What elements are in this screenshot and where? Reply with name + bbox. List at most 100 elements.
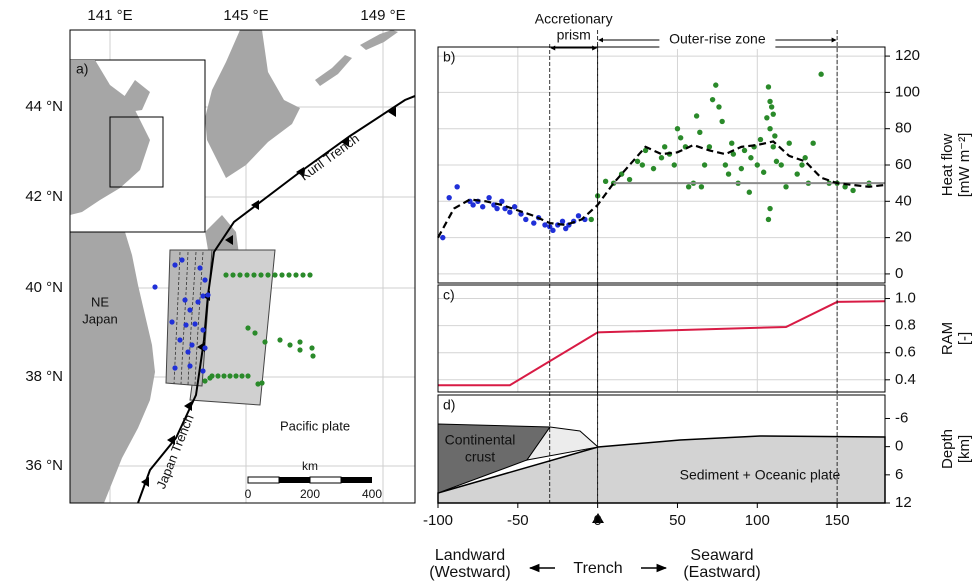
point xyxy=(729,141,734,146)
point xyxy=(850,188,855,193)
point xyxy=(662,144,667,149)
panel-label: a) xyxy=(76,61,88,77)
y-tick-label: 1.0 xyxy=(895,290,916,307)
point xyxy=(494,206,499,211)
point xyxy=(748,155,753,160)
point xyxy=(550,228,555,233)
point xyxy=(767,206,772,211)
site xyxy=(239,373,244,378)
plate-label: Pacific plate xyxy=(280,418,350,433)
lon-label: 145 °E xyxy=(223,7,268,24)
site xyxy=(223,272,228,277)
point xyxy=(761,170,766,175)
seaward: Seaward xyxy=(690,547,753,564)
site xyxy=(221,373,226,378)
x-tick-label: 100 xyxy=(745,512,770,529)
x-tick-label: -50 xyxy=(507,512,529,529)
site xyxy=(185,349,190,354)
site xyxy=(202,345,207,350)
y-axis-label: Depth xyxy=(939,429,956,469)
point xyxy=(446,195,451,200)
scale-label: 200 xyxy=(300,487,320,501)
site xyxy=(272,272,277,277)
seaward: (Eastward) xyxy=(683,564,760,581)
point xyxy=(755,162,760,167)
lat-label: 36 °N xyxy=(25,457,63,474)
site xyxy=(297,339,302,344)
point xyxy=(560,219,565,224)
y-tick-label: 40 xyxy=(895,192,912,209)
region-label: Japan xyxy=(82,311,117,326)
point xyxy=(454,184,459,189)
site xyxy=(172,365,177,370)
point xyxy=(799,162,804,167)
panel-label: d) xyxy=(443,397,455,413)
site xyxy=(265,272,270,277)
site xyxy=(245,373,250,378)
site xyxy=(227,373,232,378)
lat-label: 44 °N xyxy=(25,98,63,115)
panel-label: b) xyxy=(443,49,455,65)
point xyxy=(783,184,788,189)
y-axis-label: Heat flow xyxy=(939,134,956,197)
site xyxy=(202,277,207,282)
map xyxy=(70,30,420,503)
point xyxy=(723,162,728,167)
site xyxy=(200,368,205,373)
lat-label: 40 °N xyxy=(25,279,63,296)
point xyxy=(766,217,771,222)
lat-label: 38 °N xyxy=(25,368,63,385)
y-axis-label: [mW m⁻²] xyxy=(956,133,972,198)
site xyxy=(252,330,257,335)
site xyxy=(237,272,242,277)
point xyxy=(767,99,772,104)
zone-label: prism xyxy=(557,27,591,43)
point xyxy=(764,115,769,120)
point xyxy=(576,213,581,218)
figure: Trench Landward (Westward) Seaward (East… xyxy=(0,0,972,583)
y-tick-label: 0.4 xyxy=(895,371,916,388)
site xyxy=(200,293,205,298)
point xyxy=(678,135,683,140)
site xyxy=(192,321,197,326)
x-tick-label: -100 xyxy=(423,512,453,529)
site xyxy=(300,272,305,277)
point xyxy=(742,148,747,153)
point xyxy=(772,133,777,138)
site xyxy=(183,322,188,327)
point xyxy=(699,184,704,189)
site xyxy=(279,272,284,277)
point xyxy=(794,171,799,176)
site xyxy=(293,272,298,277)
point xyxy=(779,162,784,167)
site xyxy=(205,292,210,297)
point xyxy=(440,235,445,240)
y-axis-label: RAM xyxy=(939,322,956,355)
site xyxy=(286,272,291,277)
site xyxy=(309,345,314,350)
x-tick-label: 150 xyxy=(825,512,850,529)
site xyxy=(245,325,250,330)
point xyxy=(713,82,718,87)
site xyxy=(169,319,174,324)
site xyxy=(187,307,192,312)
point xyxy=(672,162,677,167)
point xyxy=(686,184,691,189)
point xyxy=(499,199,504,204)
y-tick-label: 6 xyxy=(895,466,903,483)
unit-label: crust xyxy=(465,449,495,465)
point xyxy=(486,195,491,200)
site xyxy=(258,272,263,277)
point xyxy=(480,204,485,209)
unit-label: Continental xyxy=(445,432,516,448)
y-tick-label: 100 xyxy=(895,83,920,100)
lat-label: 42 °N xyxy=(25,188,63,205)
landward: Landward xyxy=(435,547,505,564)
y-tick-label: 80 xyxy=(895,120,912,137)
site xyxy=(233,373,238,378)
site xyxy=(230,272,235,277)
y-axis-label: [-] xyxy=(956,332,972,345)
point xyxy=(697,130,702,135)
site xyxy=(297,347,302,352)
site xyxy=(277,337,282,342)
